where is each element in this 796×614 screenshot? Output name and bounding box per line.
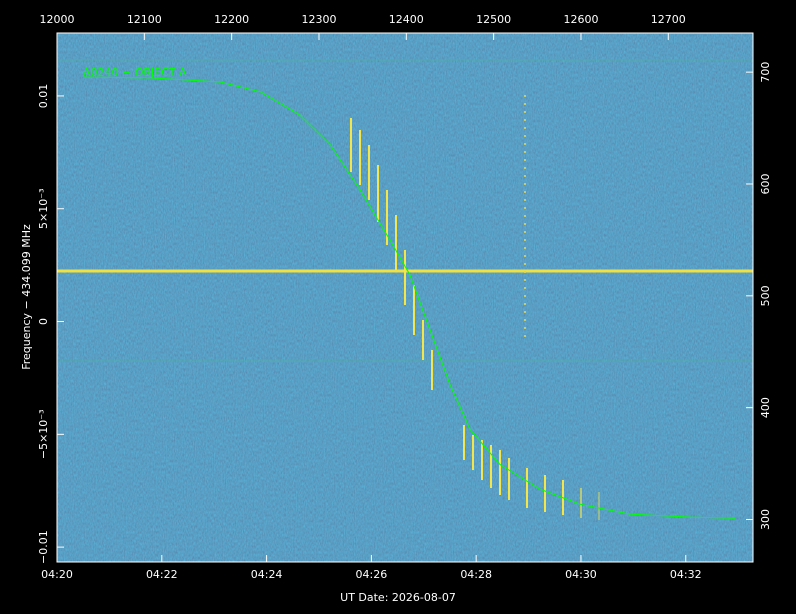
y2-tick-label: 700 xyxy=(759,62,772,83)
y2-tick-label: 600 xyxy=(759,173,772,194)
y2-tick-label: 500 xyxy=(759,285,772,306)
x-top-tick-label: 12200 xyxy=(214,13,249,26)
annotation: A0240 − OBJECT A xyxy=(83,66,187,79)
x-axis-label: UT Date: 2026-08-07 xyxy=(340,591,456,604)
series-line xyxy=(83,76,736,519)
x-top-tick-label: 12000 xyxy=(40,13,75,26)
x-tick-label: 04:22 xyxy=(146,568,178,581)
y-tick-label: −5×10⁻³ xyxy=(37,409,50,459)
y-tick-label: 0.01 xyxy=(37,84,50,109)
x-top-tick-label: 12300 xyxy=(301,13,336,26)
x-top-tick-label: 12600 xyxy=(563,13,598,26)
x-tick-label: 04:20 xyxy=(41,568,73,581)
y-axis-label: Frequency − 434.099 MHz xyxy=(20,224,33,370)
x-tick-label: 04:30 xyxy=(565,568,597,581)
plot-frame xyxy=(56,32,754,563)
x-tick-label: 04:28 xyxy=(460,568,492,581)
y-tick-label: 0 xyxy=(37,318,50,325)
y-tick-label: 5×10⁻³ xyxy=(37,189,50,229)
x-tick-label: 04:26 xyxy=(356,568,388,581)
x-tick-label: 04:32 xyxy=(670,568,702,581)
x-top-tick-label: 12500 xyxy=(476,13,511,26)
x-top-tick-label: 12700 xyxy=(651,13,686,26)
y-tick-label: −0.01 xyxy=(37,530,50,564)
signal-streaks xyxy=(350,118,600,520)
y2-tick-label: 400 xyxy=(759,397,772,418)
x-top-tick-label: 12400 xyxy=(389,13,424,26)
x-tick-label: 04:24 xyxy=(251,568,283,581)
x-top-tick-label: 12100 xyxy=(127,13,162,26)
y2-tick-label: 300 xyxy=(759,509,772,530)
